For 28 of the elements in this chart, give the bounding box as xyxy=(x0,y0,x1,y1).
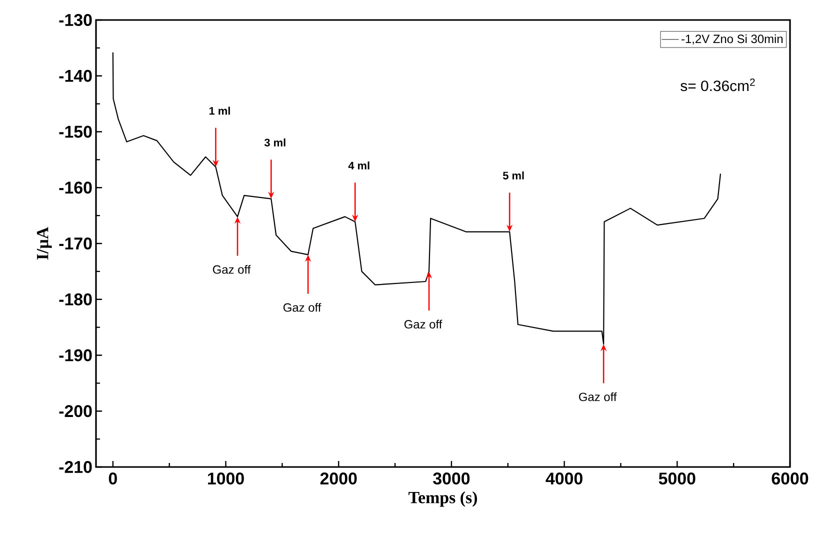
annotation: Gaz off xyxy=(212,264,251,274)
y-tick-label: -190 xyxy=(59,349,92,362)
x-tick-label: 4000 xyxy=(546,472,582,485)
legend-label: -1,2V Zno Si 30min xyxy=(682,34,783,45)
annotation: 4 ml xyxy=(348,161,370,170)
y-tick-label: -130 xyxy=(59,14,92,26)
annotation: Gaz off xyxy=(283,302,322,312)
y-tick-label: -150 xyxy=(59,126,92,138)
x-tick-label: 2000 xyxy=(320,472,357,485)
x-axis-title: Temps (s) xyxy=(408,491,477,507)
annotation: 5 ml xyxy=(502,171,524,180)
annotation: s= 0.36cm$^{2}$ xyxy=(680,78,755,92)
annotation: Gaz off xyxy=(404,320,442,329)
y-tick-label: -170 xyxy=(59,238,92,250)
x-tick-label: 1000 xyxy=(208,472,244,485)
x-tick-label: 0 xyxy=(108,472,117,485)
x-tick-label: 5000 xyxy=(658,472,696,485)
y-tick-label: -140 xyxy=(59,70,92,82)
y-axis-title: I/µA xyxy=(36,226,52,260)
x-tick-label: 3000 xyxy=(433,472,470,485)
y-tick-label: -210 xyxy=(59,461,92,473)
annotation: 3 ml xyxy=(264,138,286,146)
x-tick-label: 6000 xyxy=(772,472,808,485)
y-tick-label: -160 xyxy=(59,182,92,194)
y-tick-label: -200 xyxy=(59,405,92,418)
annotation: Gaz off xyxy=(579,392,617,402)
y-tick-label: -180 xyxy=(59,293,92,306)
annotation: 1 ml xyxy=(209,106,230,115)
